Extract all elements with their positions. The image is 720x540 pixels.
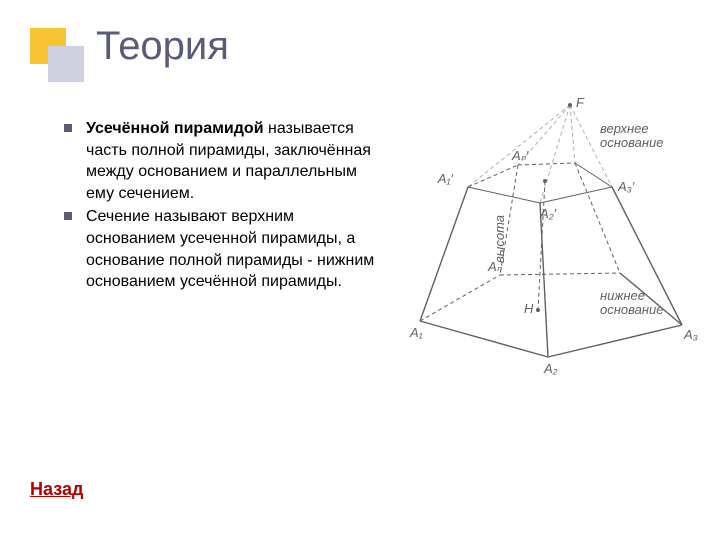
page-title: Теория (96, 24, 229, 69)
decoration-square-front (48, 46, 84, 82)
diagram-label: A₁ (409, 325, 423, 340)
frustum-diagram: F верхнее основание A₁′ Aₙ′ A₂′ A₃′ H A₁… (400, 95, 700, 395)
diagram-label: A₂′ (539, 206, 557, 221)
content-block: Усечённой пирамидой называется часть пол… (60, 118, 380, 295)
bullet-marker (64, 124, 72, 132)
bullet-marker (64, 212, 72, 220)
diagram-label: верхнее основание (600, 121, 663, 150)
diagram-label: A₂ (543, 361, 558, 376)
diagram-label: высота (492, 215, 507, 263)
diagram-label: F (576, 95, 585, 110)
bullet-text: Сечение называют верхним основанием усеч… (86, 208, 374, 290)
bullet-item: Усечённой пирамидой называется часть пол… (60, 118, 380, 204)
bullet-strong: Усечённой пирамидой (86, 120, 264, 137)
back-link[interactable]: Назад (30, 479, 83, 500)
diagram-label: A₃′ (617, 179, 635, 194)
diagram-label: H (524, 301, 534, 316)
diagram-label: нижнее основание (600, 288, 663, 317)
diagram-label: A₃ (683, 327, 698, 342)
diagram-label: A₁′ (437, 171, 454, 186)
bullet-item: Сечение называют верхним основанием усеч… (60, 206, 380, 292)
title-decoration (30, 28, 82, 80)
diagram-label: Aₙ′ (511, 148, 529, 163)
